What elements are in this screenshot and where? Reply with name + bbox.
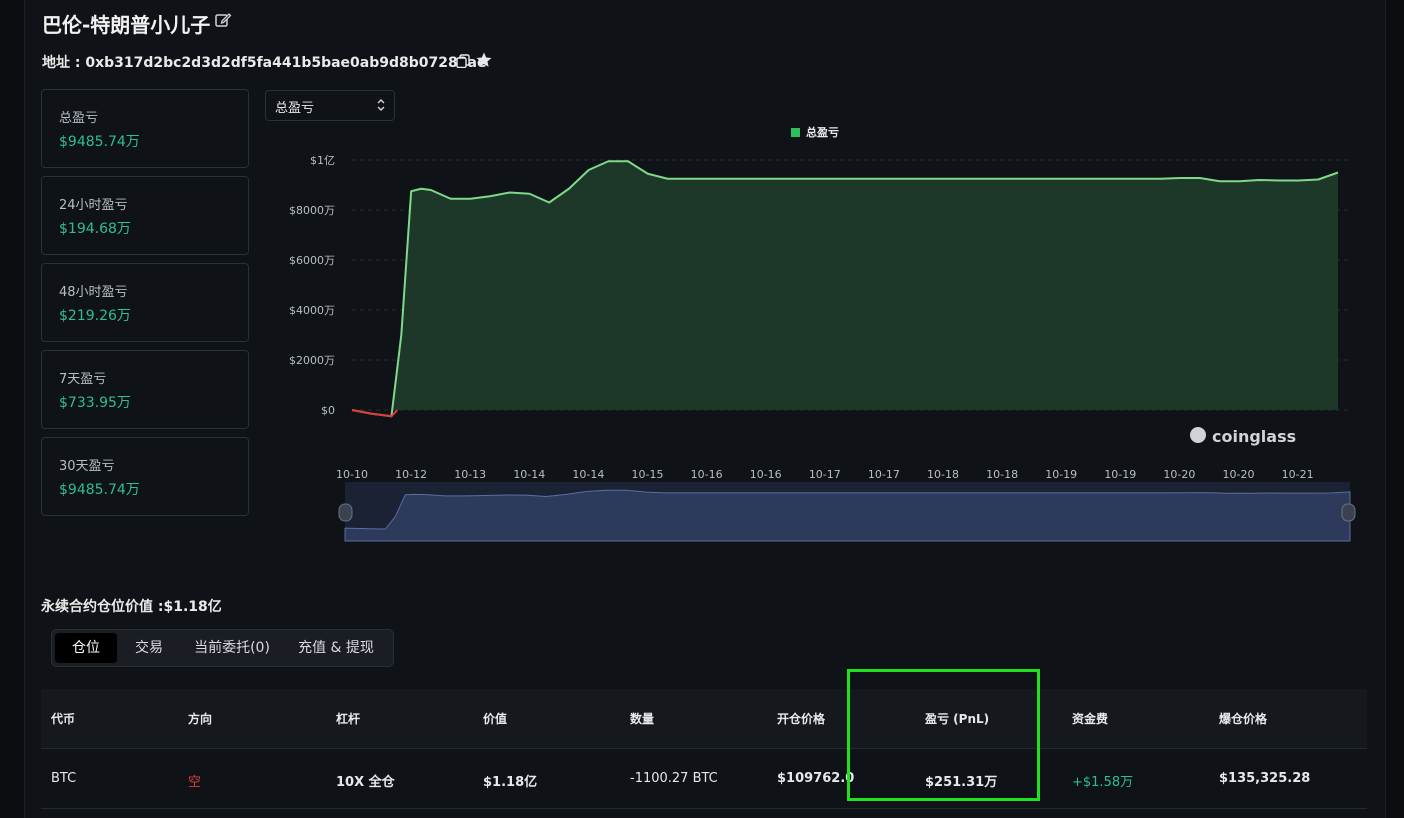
area-fill [352,161,1338,410]
x-tick-label: 10-15 [632,468,664,481]
chevron-updown-icon [377,99,385,111]
stat-label: 48小时盈亏 [59,285,128,300]
stat-label: 总盈亏 [59,111,99,126]
series-negative-line [351,409,399,418]
y-tick-label: $4000万 [289,304,335,317]
stat-value: $194.68万 [59,221,131,237]
stat-value: $9485.74万 [59,134,140,150]
stat-card-30d: 30天盈亏 $9485.74万 [41,437,249,516]
stat-value: $219.26万 [59,308,131,324]
y-tick-label: $2000万 [289,354,335,367]
x-tick-label: 10-12 [395,468,427,481]
x-tick-label: 10-13 [454,468,486,481]
x-tick-label: 10-14 [513,468,545,481]
chart-metric-select[interactable]: 总盈亏 [265,90,395,121]
y-tick-label: $0 [321,404,335,417]
col-funding: 资金费 [1072,712,1109,726]
cell-liquidation-price: $135,325.28 [1219,771,1311,786]
cell-pnl: $251.31万 [925,775,998,790]
x-tick-label: 10-18 [927,468,959,481]
x-tick-label: 10-21 [1282,468,1314,481]
tab-deposits-withdrawals[interactable]: 充值 & 提现 [298,640,374,656]
legend-swatch [791,128,800,137]
col-entry-price: 开仓价格 [777,712,826,726]
navigator-area [344,489,1351,542]
cell-quantity: -1100.27 BTC [630,771,718,786]
star-icon[interactable] [475,51,493,69]
table-header: 代币 方向 杠杆 价值 数量 开仓价格 盈亏 (PnL) 资金费 爆仓价格 [41,689,1367,749]
position-tabs: 仓位 交易 当前委托(0) 充值 & 提现 [51,629,394,667]
cell-funding: +$1.58万 [1072,775,1134,790]
cell-leverage: 10X 全仓 [336,775,395,790]
stat-label: 24小时盈亏 [59,198,128,213]
x-tick-label: 10-17 [868,468,900,481]
x-tick-label: 10-14 [572,468,604,481]
stat-card-7d: 7天盈亏 $733.95万 [41,350,249,429]
tab-trades[interactable]: 交易 [135,640,163,656]
cell-value: $1.18亿 [483,775,538,790]
stat-label: 30天盈亏 [59,459,115,474]
x-tick-label: 10-20 [1223,468,1255,481]
x-tick-label: 10-16 [691,468,723,481]
tab-open-orders[interactable]: 当前委托(0) [194,640,270,656]
copy-icon[interactable] [456,54,470,68]
table-row[interactable]: BTC 空 10X 全仓 $1.18亿 -1100.27 BTC $109762… [41,749,1367,809]
legend-label: 总盈亏 [806,125,839,139]
coinglass-logo-icon [1190,427,1206,443]
col-leverage: 杠杆 [336,712,361,726]
x-tick-label: 10-19 [1045,468,1077,481]
col-direction: 方向 [188,712,213,726]
x-tick-label: 10-19 [1104,468,1136,481]
stat-card-24h: 24小时盈亏 $194.68万 [41,176,249,255]
x-tick-label: 10-18 [986,468,1018,481]
navigator-handle-left[interactable] [338,503,353,522]
cell-entry-price: $109762.0 [777,771,855,786]
pnl-highlight-box [847,669,1040,801]
y-tick-label: $8000万 [289,204,335,217]
stat-value: $9485.74万 [59,482,140,498]
col-quantity: 数量 [630,712,655,726]
wallet-address: 地址 : 0xb317d2bc2d3d2df5fa441b5bae0ab9d8b… [42,55,487,71]
perp-position-value: 永续合约仓位价值 :$1.18亿 [41,599,222,615]
watermark-text: coinglass [1212,427,1296,446]
navigator-handle-right[interactable] [1341,503,1356,522]
cell-token: BTC [51,771,77,786]
stat-card-48h: 48小时盈亏 $219.26万 [41,263,249,342]
select-value: 总盈亏 [275,101,315,116]
x-tick-label: 10-17 [809,468,841,481]
cell-direction: 空 [188,775,202,790]
y-tick-label: $6000万 [289,254,335,267]
edit-icon[interactable] [214,11,232,29]
y-tick-label: $1亿 [310,154,335,167]
pnl-chart[interactable]: 总盈亏 $0 $2000万 $4000万 $6000万 $8000万 $1亿 coinglas… [0,0,1404,560]
x-tick-label: 10-10 [336,468,368,481]
col-liquidation-price: 爆仓价格 [1219,712,1268,726]
series-line [351,160,1339,418]
stat-value: $733.95万 [59,395,131,411]
x-tick-label: 10-16 [750,468,782,481]
col-token: 代币 [51,712,76,726]
col-pnl: 盈亏 (PnL) [925,712,990,726]
stat-card-total: 总盈亏 $9485.74万 [41,89,249,168]
stat-label: 7天盈亏 [59,372,107,387]
page-title: 巴伦-特朗普小儿子 [42,13,211,37]
col-value: 价值 [483,712,508,726]
x-tick-label: 10-20 [1163,468,1195,481]
tab-positions[interactable]: 仓位 [55,633,117,663]
